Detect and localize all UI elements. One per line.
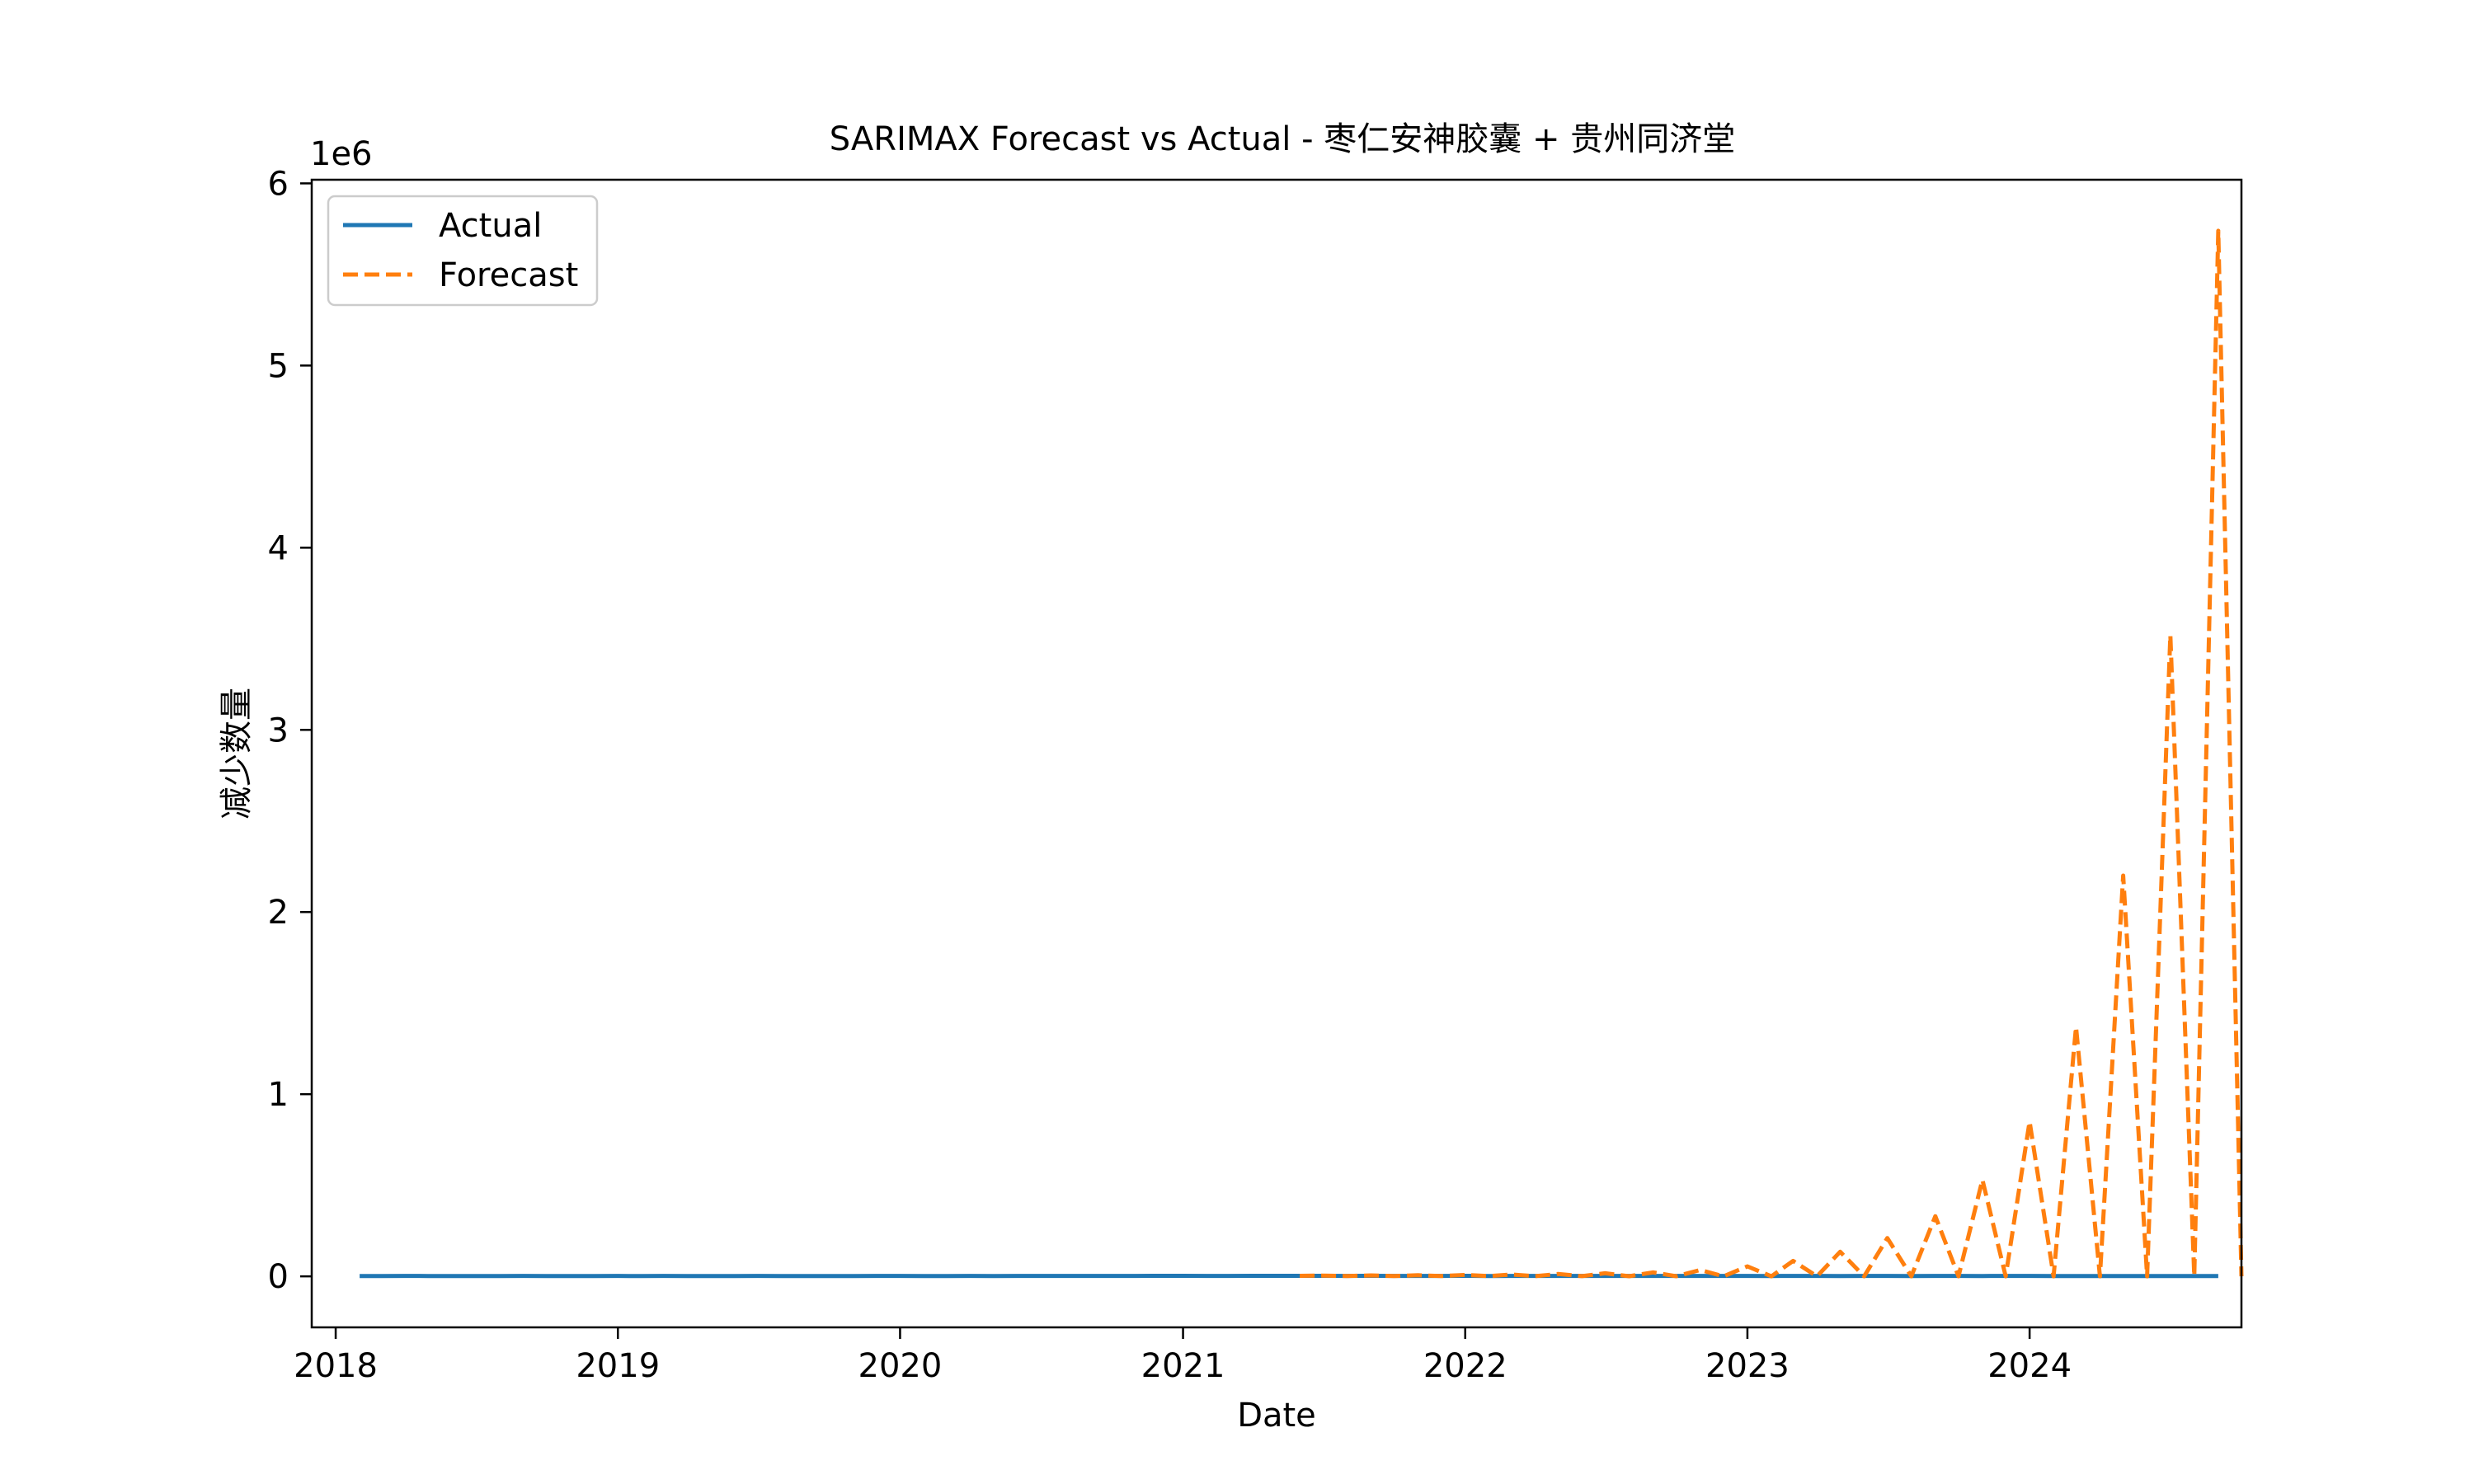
x-tick-label: 2019 bbox=[576, 1347, 660, 1385]
x-tick-label: 2021 bbox=[1141, 1347, 1225, 1385]
x-tick-label: 2022 bbox=[1423, 1347, 1507, 1385]
y-offset-label: 1e6 bbox=[310, 135, 373, 173]
y-tick-label: 5 bbox=[268, 347, 289, 385]
legend: Actual Forecast bbox=[327, 195, 599, 307]
y-tick-label: 6 bbox=[268, 165, 289, 203]
y-tick-label: 2 bbox=[268, 894, 289, 932]
y-tick-label: 4 bbox=[268, 529, 289, 567]
axes: 2018 2019 2020 2021 2022 2023 2024 0 1 2 3 4 5 6 bbox=[268, 165, 2072, 1385]
y-tick-label: 1 bbox=[268, 1076, 289, 1114]
y-axis-label: 减少数量 bbox=[218, 688, 256, 819]
x-tick-label: 2020 bbox=[858, 1347, 943, 1385]
plot-area bbox=[360, 228, 2244, 1279]
y-tick-label: 3 bbox=[268, 711, 289, 749]
x-axis-label: Date bbox=[1237, 1397, 1316, 1435]
legend-label-forecast: Forecast bbox=[439, 256, 578, 294]
plot-frame bbox=[310, 178, 2243, 1329]
legend-label-actual: Actual bbox=[439, 207, 542, 245]
chart-title: SARIMAX Forecast vs Actual - 枣仁安神胶囊 + 贵州… bbox=[830, 120, 1735, 158]
y-tick-label: 0 bbox=[268, 1258, 289, 1296]
x-tick-label: 2018 bbox=[294, 1347, 378, 1385]
x-tick-label: 2023 bbox=[1705, 1347, 1790, 1385]
series-line-forecast bbox=[1300, 228, 2244, 1279]
x-tick-label: 2024 bbox=[1987, 1347, 2072, 1385]
